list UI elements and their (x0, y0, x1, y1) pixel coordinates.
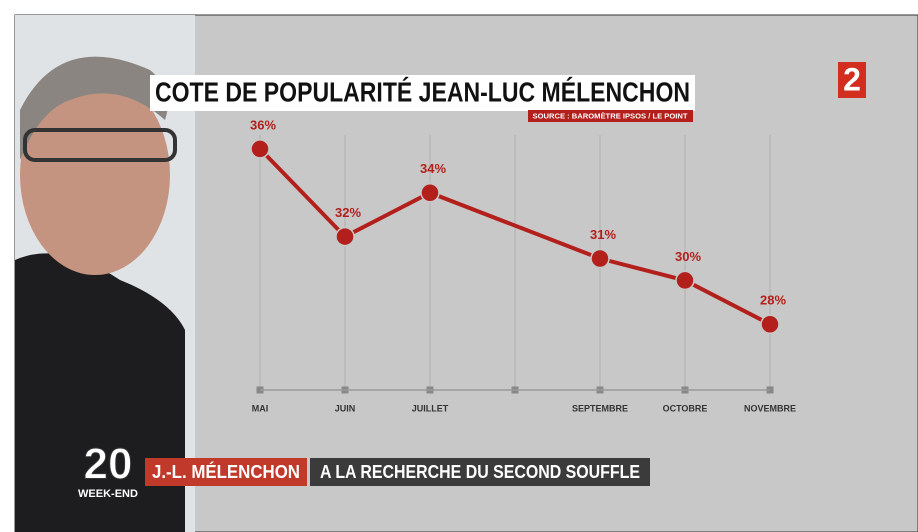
x-tick-label: OCTOBRE (663, 403, 708, 413)
value-label: 36% (250, 117, 276, 132)
x-tick-label: JUIN (335, 403, 356, 413)
banner-name: J.-L. MÉLENCHON (152, 461, 300, 482)
point (421, 184, 439, 202)
show-name: WEEK-END (78, 488, 138, 500)
value-label: 32% (335, 205, 361, 220)
channel-logo: 2 (843, 61, 861, 97)
x-tick-label: NOVEMBRE (744, 403, 796, 413)
point (591, 250, 609, 268)
show-number: 20 (84, 440, 133, 489)
value-label: 31% (590, 227, 616, 242)
value-label: 30% (675, 249, 701, 264)
source: SOURCE : BAROMÈTRE IPSOS / LE POINT (533, 111, 689, 120)
chart-title: COTE DE POPULARITÉ JEAN-LUC MÉLENCHON (155, 76, 690, 107)
point (761, 315, 779, 333)
x-tick-label: MAI (252, 403, 269, 413)
screen: COTE DE POPULARITÉ JEAN-LUC MÉLENCHON SO… (0, 0, 918, 532)
value-label: 34% (420, 161, 446, 176)
point (676, 271, 694, 289)
point (251, 140, 269, 158)
point (336, 228, 354, 246)
x-tick-label: JUILLET (412, 403, 449, 413)
value-label: 28% (760, 293, 786, 308)
x-tick-label: SEPTEMBRE (572, 403, 628, 413)
banner-headline: A LA RECHERCHE DU SECOND SOUFFLE (320, 462, 640, 482)
